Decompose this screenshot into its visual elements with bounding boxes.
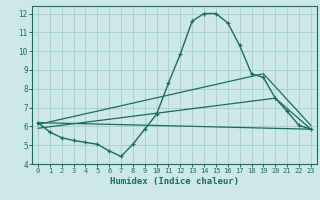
X-axis label: Humidex (Indice chaleur): Humidex (Indice chaleur)	[110, 177, 239, 186]
